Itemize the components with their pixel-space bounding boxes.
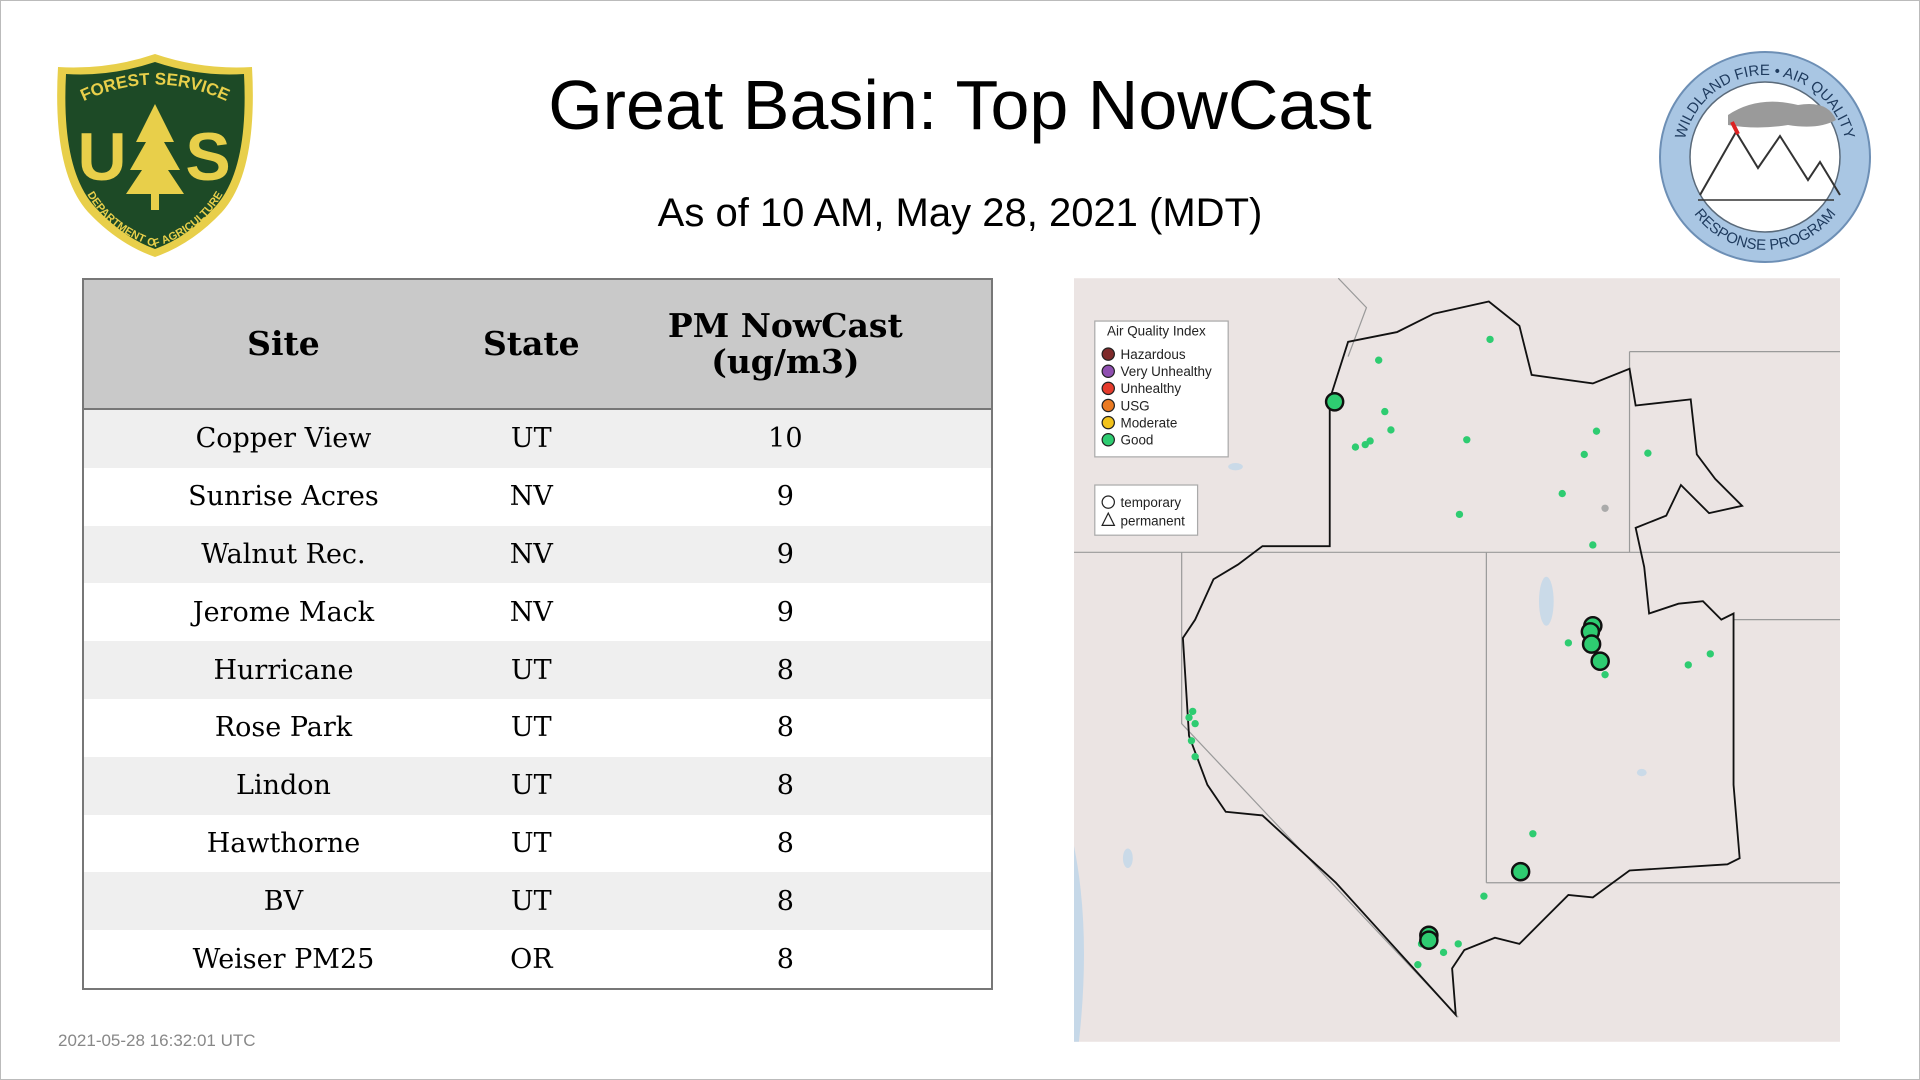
legend-swatch [1101, 364, 1115, 378]
table-cell: Jerome Mack [83, 583, 483, 642]
wildland-fire-logo: WILDLAND FIRE • AIR QUALITY RESPONSE PRO… [1659, 51, 1871, 263]
table-row: BV UT 8 [83, 872, 992, 931]
table-cell: 10 [579, 409, 992, 468]
logo-letter: S [185, 119, 230, 195]
table-cell: 8 [579, 814, 992, 873]
table-cell: 8 [579, 698, 992, 757]
legend-label: Hazardous [1120, 347, 1185, 362]
large-site-markers [1324, 392, 1610, 951]
nowcast-table: Site State PM NowCast (ug/m3) Copper View U… [82, 278, 993, 990]
table-cell: NV [482, 583, 580, 642]
table-cell: Lindon [83, 756, 483, 815]
legend-label: Very Unhealthy [1120, 364, 1212, 379]
table-cell: 9 [579, 525, 992, 584]
site-markers [1185, 335, 1714, 969]
table-row: Weiser PM25 OR 8 [83, 930, 992, 989]
legend-swatch [1101, 415, 1115, 430]
legend-swatch [1101, 433, 1115, 447]
table-cell: UT [482, 756, 580, 815]
title: Great Basin: Top NowCast [548, 66, 1372, 144]
legend-label: USG [1120, 398, 1149, 413]
table-cell: UT [482, 641, 580, 699]
table-cell: BV [83, 872, 483, 931]
table-cell: NV [482, 525, 580, 584]
table-row: Walnut Rec. NV 9 [83, 525, 992, 584]
table-cell: 9 [579, 583, 992, 642]
legend-swatch [1101, 381, 1115, 396]
legend-swatch [1101, 347, 1115, 361]
shape-legend-box [1094, 484, 1199, 536]
column-header: Site [83, 279, 483, 410]
legend-label: Moderate [1120, 416, 1177, 431]
column-header: State [482, 279, 580, 410]
table-cell: Walnut Rec. [83, 525, 483, 584]
great-basin-boundary [1181, 300, 1744, 1018]
table-row: Copper View UT 10 [83, 409, 992, 468]
table-cell: Weiser PM25 [83, 930, 483, 989]
timestamp: 2021-05-28 16:32:01 UTC [58, 1031, 256, 1050]
subtitle: As of 10 AM, May 28, 2021 (MDT) [657, 191, 1263, 235]
table-cell: 8 [579, 641, 992, 699]
column-header: PM NowCast (ug/m3) [579, 279, 992, 410]
legend-label: permanent [1120, 513, 1185, 528]
legend-label: temporary [1120, 495, 1181, 510]
table-cell: Rose Park [83, 698, 483, 757]
table-cell: Copper View [83, 409, 483, 468]
legend-title: Air Quality Index [1107, 324, 1206, 339]
table-cell: 8 [579, 872, 992, 931]
logo-letter: U [77, 119, 126, 195]
forest-service-logo: FOREST SERVICE DEPARTMENT OF AGRICULTURE… [57, 54, 253, 257]
table-cell: 8 [579, 756, 992, 815]
table-cell: 8 [579, 930, 992, 989]
table-cell: UT [482, 814, 580, 873]
table-row: Lindon UT 8 [83, 756, 992, 815]
legend-label: Good [1120, 433, 1153, 448]
table-row: Sunrise Acres NV 9 [83, 467, 992, 526]
table-row: Hurricane UT 8 [83, 641, 992, 699]
table-cell: NV [482, 467, 580, 526]
table-row: Hawthorne UT 8 [83, 814, 992, 873]
table-cell: 9 [579, 467, 992, 526]
table-cell: Hurricane [83, 641, 483, 699]
table-row: Jerome Mack NV 9 [83, 583, 992, 642]
table-row: Rose Park UT 8 [83, 698, 992, 757]
legend-swatch [1101, 398, 1115, 413]
table-cell: Sunrise Acres [83, 467, 483, 526]
table-cell: UT [482, 409, 580, 468]
table-cell: UT [482, 872, 580, 931]
legend-label: Unhealthy [1120, 381, 1181, 396]
table-body: Copper View UT 10 Sunrise Acres NV 9 Walnut Re… [83, 409, 992, 989]
table-cell: OR [482, 930, 580, 989]
legend-box [1094, 320, 1229, 458]
table-cell: Hawthorne [83, 814, 483, 873]
table-cell: UT [482, 698, 580, 757]
header-row: Site State PM NowCast (ug/m3) [83, 279, 992, 410]
map: Air Quality Index Hazardous Very Unhealth… [1074, 278, 1840, 1042]
